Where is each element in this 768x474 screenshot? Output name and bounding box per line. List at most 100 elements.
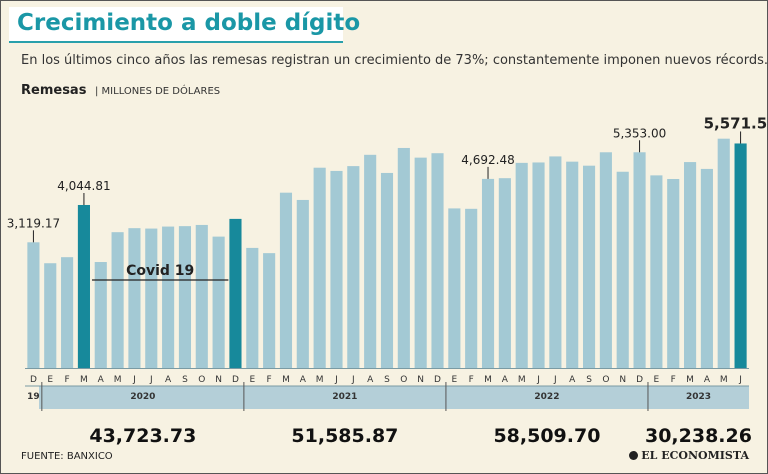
month-label-32: A <box>569 375 576 385</box>
chart-title: Crecimiento a doble dígito <box>17 10 361 36</box>
month-label-27: M <box>484 375 492 385</box>
bar-7 <box>145 228 158 368</box>
bar-39 <box>684 162 697 368</box>
bar-35 <box>616 171 629 368</box>
month-label-19: J <box>351 375 355 385</box>
month-label-0: D <box>30 375 37 385</box>
month-label-33: S <box>586 375 592 385</box>
bar-17 <box>313 167 326 368</box>
bar-28 <box>498 178 511 368</box>
month-label-11: N <box>215 375 222 385</box>
bar-9 <box>178 226 192 368</box>
month-label-28: A <box>502 375 509 385</box>
units-label: | MILLONES DE DÓLARES <box>95 86 221 97</box>
month-label-16: A <box>300 375 307 385</box>
year-band <box>39 386 749 409</box>
month-label-30: J <box>536 375 540 385</box>
bar-41 <box>717 138 730 368</box>
bar-38 <box>667 178 680 368</box>
month-label-31: J <box>553 375 557 385</box>
value-label-0: 3,119.17 <box>7 216 60 230</box>
year-label-1: 2020 <box>130 392 155 402</box>
bar-34 <box>599 152 612 368</box>
bar-27 <box>481 178 495 368</box>
month-label-9: S <box>182 375 188 385</box>
year-label-2: 2021 <box>332 392 357 402</box>
month-label-5: M <box>114 375 122 385</box>
month-label-40: A <box>704 375 711 385</box>
bar-31 <box>549 156 562 368</box>
year-label-0: 19 <box>27 392 40 402</box>
month-label-4: A <box>98 375 105 385</box>
bar-42 <box>734 143 747 368</box>
bar-23 <box>414 157 427 368</box>
month-label-10: O <box>198 375 205 385</box>
month-label-14: F <box>267 375 272 385</box>
bar-12 <box>229 218 242 368</box>
year-label-3: 2022 <box>534 392 559 402</box>
bar-5 <box>111 232 124 368</box>
bar-25 <box>448 208 461 368</box>
bar-36 <box>633 152 646 368</box>
month-label-12: D <box>232 375 239 385</box>
month-label-15: M <box>282 375 290 385</box>
month-label-36: D <box>636 375 643 385</box>
month-label-8: A <box>165 375 172 385</box>
bar-29 <box>515 162 528 368</box>
value-label-1: 4,044.81 <box>57 179 110 193</box>
chart-subtitle: En los últimos cinco años las remesas re… <box>21 53 768 68</box>
bar-24 <box>431 153 444 368</box>
bar-8 <box>162 226 175 368</box>
month-label-13: E <box>249 375 255 385</box>
year-total-1: 51,585.87 <box>291 425 398 447</box>
bar-1 <box>44 263 57 368</box>
month-label-3: M <box>80 375 88 385</box>
month-label-24: D <box>434 375 441 385</box>
year-total-0: 43,723.73 <box>89 425 196 447</box>
month-label-38: F <box>671 375 676 385</box>
bar-13 <box>246 247 259 368</box>
month-label-17: M <box>316 375 324 385</box>
month-label-2: F <box>64 375 69 385</box>
bar-37 <box>650 175 663 368</box>
month-label-37: E <box>654 375 660 385</box>
bar-6 <box>128 228 141 368</box>
month-label-20: A <box>367 375 374 385</box>
bar-16 <box>296 199 309 368</box>
bar-19 <box>347 166 360 368</box>
bar-40 <box>700 168 713 368</box>
month-label-18: J <box>334 375 338 385</box>
month-label-25: E <box>452 375 458 385</box>
bar-20 <box>364 154 377 368</box>
bar-11 <box>212 236 225 368</box>
value-label-3: 5,353.00 <box>613 126 666 140</box>
month-label-39: M <box>686 375 694 385</box>
month-label-42: J <box>738 375 742 385</box>
bar-15 <box>279 192 293 368</box>
bar-21 <box>380 172 394 368</box>
bar-18 <box>330 170 343 368</box>
covid-annotation: Covid 19 <box>126 263 194 279</box>
bar-33 <box>582 165 596 368</box>
month-label-6: J <box>132 375 136 385</box>
source-note: FUENTE: BANXICO <box>21 451 113 462</box>
month-label-7: J <box>149 375 153 385</box>
year-total-3: 30,238.26 <box>645 425 752 447</box>
month-label-22: O <box>400 375 407 385</box>
bar-14 <box>263 253 276 368</box>
month-label-1: E <box>47 375 53 385</box>
month-label-21: S <box>384 375 390 385</box>
year-label-4: 2023 <box>686 392 711 402</box>
brand-text: EL ECONOMISTA <box>641 449 749 462</box>
month-label-26: F <box>469 375 474 385</box>
bar-2 <box>61 257 74 368</box>
bar-0 <box>27 242 40 368</box>
bar-26 <box>465 208 478 368</box>
title-bar: Crecimiento a doble dígito <box>9 7 360 43</box>
month-label-35: N <box>619 375 626 385</box>
brand-icon <box>629 451 639 460</box>
month-label-23: N <box>417 375 424 385</box>
bar-4 <box>94 262 107 368</box>
